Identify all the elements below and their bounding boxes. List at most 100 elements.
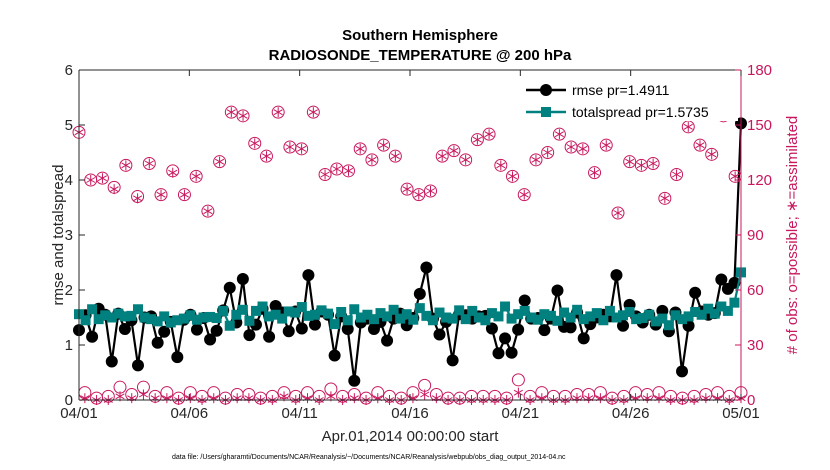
- obs-assimilated-point: [367, 154, 377, 165]
- obs-possible-point: [517, 188, 531, 202]
- totalspread-point: [447, 313, 458, 324]
- obs-assimilated-point: [144, 158, 154, 169]
- y-axis-label-right: # of obs: o=possible; ∗=assimilated: [784, 116, 801, 355]
- y-tick-label-right: 90: [747, 227, 764, 244]
- obs-possible-point: [259, 149, 273, 163]
- totalspread-point: [513, 309, 524, 320]
- totalspread-point: [545, 310, 556, 321]
- totalspread-point: [631, 314, 642, 325]
- totalspread-point: [677, 314, 688, 325]
- obs-assimilated-point: [156, 189, 166, 200]
- obs-assimilated-point: [355, 143, 365, 154]
- rmse-point: [171, 351, 184, 364]
- rmse-point: [236, 273, 249, 285]
- rmse-point: [328, 349, 341, 362]
- obs-assimilated-point: [589, 167, 600, 178]
- rmse-point: [204, 333, 217, 346]
- obs-assimilated-point: [109, 184, 119, 195]
- obs-possible-point: [388, 149, 402, 163]
- obs-assimilated-point: [648, 158, 658, 169]
- totalspread-point: [283, 306, 294, 317]
- totalspread-point: [500, 301, 511, 312]
- obs-assimilated-point: [507, 171, 518, 182]
- rmse-point: [689, 286, 702, 299]
- totalspread-point: [152, 316, 163, 327]
- obs-possible-point: [658, 191, 672, 205]
- rmse-point: [190, 323, 203, 336]
- rmse-point: [263, 330, 276, 343]
- rmse-point: [341, 323, 354, 336]
- totalspread-point: [368, 314, 379, 325]
- totalspread-point: [349, 304, 360, 315]
- totalspread-point: [290, 307, 301, 318]
- totalspread-point: [709, 308, 720, 319]
- totalspread-point: [460, 314, 471, 325]
- legend-box: [522, 77, 738, 121]
- rmse-point: [499, 332, 512, 345]
- obs-count-series: [72, 105, 748, 405]
- totalspread-point: [165, 317, 176, 328]
- obs-assimilated-point: [86, 175, 96, 185]
- obs-assimilated-point: [402, 184, 412, 195]
- obs-assimilated-point: [420, 389, 430, 400]
- obs-assimilated-point: [613, 208, 623, 218]
- rmse-point: [158, 325, 171, 338]
- obs-possible-point: [670, 168, 684, 181]
- y-tick-label-right: 0: [747, 392, 755, 409]
- obs-assimilated-point: [250, 138, 260, 149]
- rmse-point: [223, 281, 236, 294]
- obs-assimilated-point: [97, 173, 108, 184]
- totalspread-point: [191, 314, 202, 325]
- totalspread-point: [526, 312, 537, 323]
- obs-possible-point: [693, 138, 707, 152]
- totalspread-point: [296, 302, 307, 313]
- legend-totalspread-label: totalspread pr=1.5735: [572, 104, 709, 120]
- obs-possible-point: [377, 138, 391, 152]
- obs-possible-point: [236, 109, 250, 123]
- obs-assimilated-point: [133, 193, 143, 204]
- totalspread-point: [716, 301, 727, 312]
- obs-possible-point: [412, 188, 426, 202]
- rmse-point: [308, 318, 321, 331]
- totalspread-point: [657, 313, 668, 324]
- totalspread-point: [486, 308, 497, 319]
- obs-possible-point: [201, 204, 215, 218]
- rmse-point: [381, 334, 394, 347]
- rmse-point: [433, 328, 446, 341]
- obs-assimilated-point: [683, 121, 693, 132]
- totalspread-point: [421, 310, 432, 321]
- obs-assimilated-point: [543, 147, 553, 158]
- totalspread-point: [441, 312, 452, 323]
- totalspread-point: [696, 309, 707, 320]
- obs-assimilated-point: [437, 151, 447, 162]
- obs-possible-point: [248, 136, 262, 150]
- obs-assimilated-point: [707, 149, 717, 160]
- obs-assimilated-point: [414, 189, 424, 200]
- rmse-point: [564, 321, 577, 334]
- rmse-point: [505, 346, 518, 359]
- rmse-point: [282, 325, 295, 338]
- obs-assimilated-point: [566, 142, 576, 152]
- obs-assimilated-point: [308, 107, 318, 118]
- obs-possible-point: [623, 155, 637, 169]
- obs-assimilated-point: [343, 165, 354, 176]
- totalspread-point: [650, 316, 661, 327]
- totalspread-point: [670, 310, 681, 321]
- obs-assimilated-point: [215, 156, 225, 167]
- totalspread-point: [467, 305, 478, 316]
- totalspread-point: [729, 297, 740, 308]
- obs-assimilated-point: [578, 143, 588, 154]
- rmse-point: [210, 324, 223, 337]
- totalspread-point: [637, 313, 648, 324]
- totalspread-point: [408, 314, 419, 325]
- rmse-point: [420, 261, 433, 274]
- rmse-point: [86, 330, 99, 343]
- obs-assimilated-point: [554, 129, 564, 140]
- totalspread-point: [454, 305, 465, 316]
- obs-assimilated-point: [519, 189, 529, 200]
- rmse-point: [617, 319, 630, 332]
- obs-assimilated-point: [261, 151, 272, 162]
- x-tick-label: 04/16: [391, 405, 429, 422]
- rmse-point: [518, 294, 531, 307]
